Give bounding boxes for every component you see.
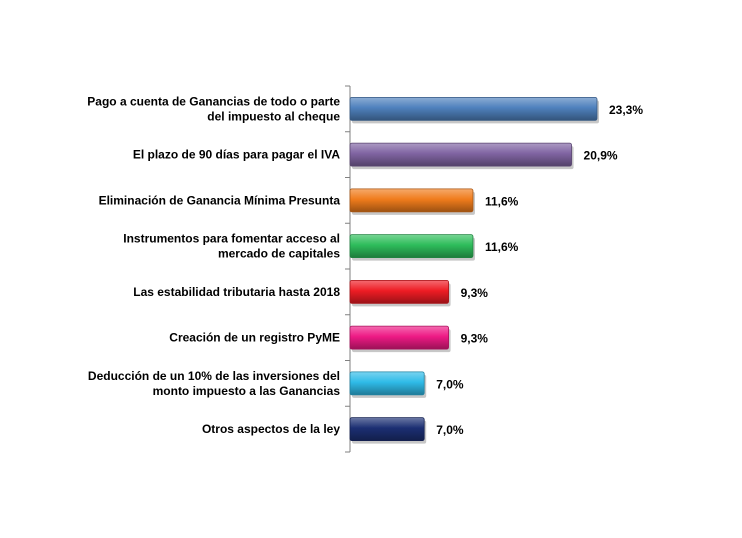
category-label: El plazo de 90 días para pagar el IVA bbox=[133, 148, 341, 162]
bar bbox=[349, 234, 474, 259]
category-label: Deducción de un 10% de las inversiones d… bbox=[88, 369, 340, 398]
value-label: 11,6% bbox=[485, 194, 519, 208]
value-label: 7,0% bbox=[436, 423, 464, 437]
value-label: 20,9% bbox=[584, 149, 618, 163]
category-label: Las estabilidad tributaria hasta 2018 bbox=[133, 285, 340, 299]
value-label: 11,6% bbox=[485, 240, 519, 254]
bar bbox=[349, 142, 572, 167]
value-label: 9,3% bbox=[461, 286, 489, 300]
value-label: 7,0% bbox=[436, 377, 464, 391]
bar bbox=[349, 96, 598, 121]
bar bbox=[349, 188, 474, 213]
bar bbox=[349, 325, 449, 350]
category-label: Eliminación de Ganancia Mínima Presunta bbox=[99, 193, 341, 207]
value-label: 9,3% bbox=[461, 332, 489, 346]
category-label: Otros aspectos de la ley bbox=[202, 422, 340, 436]
category-label: Instrumentos para fomentar acceso al merc… bbox=[123, 232, 340, 261]
category-label: Creación de un registro PyME bbox=[169, 331, 340, 345]
bar bbox=[349, 371, 425, 396]
category-label: Pago a cuenta de Ganancias de todo o par… bbox=[87, 94, 340, 123]
value-label: 23,3% bbox=[609, 103, 643, 117]
bar bbox=[349, 279, 449, 304]
bar bbox=[349, 417, 425, 442]
